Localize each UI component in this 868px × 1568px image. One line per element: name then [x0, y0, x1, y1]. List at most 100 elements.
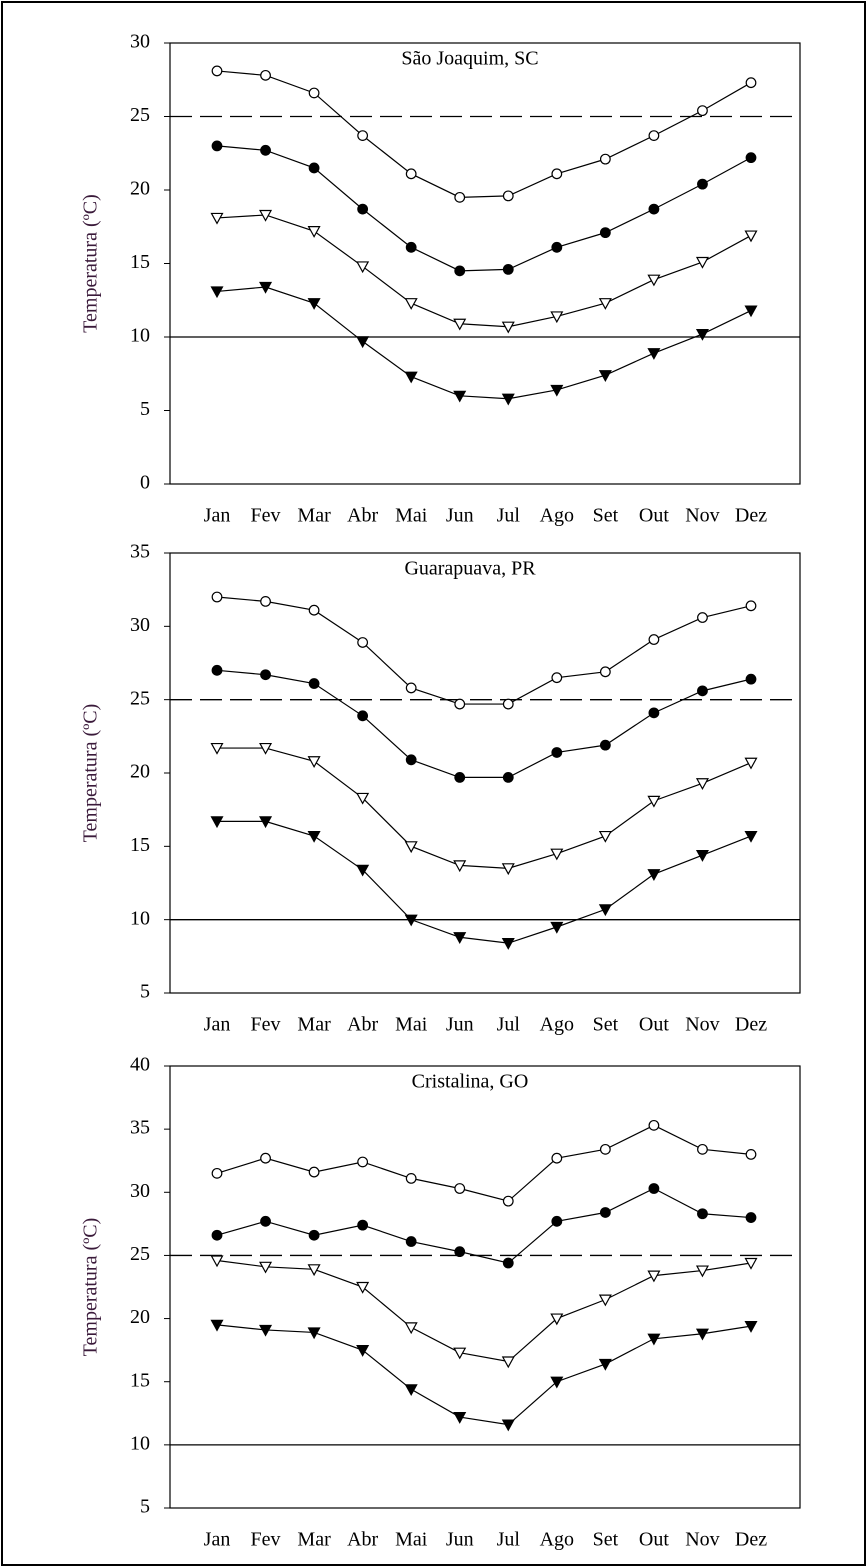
series-line	[216, 596, 752, 705]
marker	[404, 914, 418, 927]
marker	[745, 152, 757, 164]
marker	[744, 230, 758, 243]
marker	[598, 298, 612, 310]
x-tick-label: Mai	[395, 505, 428, 527]
marker	[502, 190, 514, 202]
marker	[695, 256, 709, 269]
x-tick-label: Out	[639, 1014, 669, 1036]
marker	[648, 203, 660, 215]
y-tick-label: 35	[130, 541, 150, 563]
marker	[744, 757, 758, 770]
panel-title: Guarapuava, PR	[404, 558, 536, 580]
marker	[599, 153, 611, 165]
series-line	[216, 1124, 752, 1202]
y-tick-label: 30	[130, 1180, 150, 1202]
series-line	[216, 145, 752, 272]
y-tick-label: 35	[130, 1117, 150, 1139]
marker	[260, 669, 271, 681]
marker	[308, 1166, 320, 1178]
marker	[405, 168, 417, 180]
marker	[599, 227, 611, 239]
marker	[501, 393, 515, 406]
marker	[550, 1313, 564, 1326]
marker	[648, 1183, 660, 1194]
marker	[599, 666, 611, 678]
series-line	[216, 1259, 752, 1363]
x-tick-label: Jun	[446, 1014, 474, 1036]
y-axis-label: Temperatura (ºC)	[80, 704, 102, 843]
marker	[259, 1261, 273, 1274]
x-tick-label: Abr	[347, 1529, 378, 1551]
x-tick-label: Ago	[540, 505, 574, 527]
marker	[550, 848, 564, 861]
marker	[599, 1143, 611, 1155]
marker	[405, 1236, 417, 1247]
marker	[356, 792, 370, 805]
marker	[210, 212, 224, 225]
marker	[308, 87, 320, 99]
marker	[695, 850, 709, 862]
marker	[211, 591, 223, 603]
marker	[648, 634, 660, 645]
marker	[502, 263, 514, 275]
y-tick-label: 10	[130, 1432, 150, 1454]
x-tick-label: Mai	[395, 1014, 428, 1036]
marker	[454, 191, 466, 203]
marker	[259, 281, 273, 294]
y-tick-label: 25	[130, 687, 150, 709]
y-tick-label: 10	[130, 325, 150, 347]
marker	[647, 348, 661, 360]
x-tick-label: Nov	[685, 1014, 719, 1036]
marker	[648, 1119, 660, 1131]
marker	[695, 778, 709, 791]
marker	[454, 1246, 466, 1258]
x-tick-label: Mai	[395, 1529, 428, 1551]
y-axis-label: Temperatura (ºC)	[80, 1218, 102, 1357]
plot-area	[169, 1065, 801, 1509]
marker	[453, 1411, 467, 1424]
y-tick-label: 20	[130, 761, 150, 783]
marker	[744, 1321, 758, 1333]
marker	[502, 1257, 514, 1269]
marker	[356, 1281, 370, 1294]
marker	[695, 1328, 709, 1341]
marker	[405, 1172, 417, 1184]
y-tick-label: 5	[140, 981, 150, 1003]
marker	[697, 1208, 708, 1220]
marker	[210, 742, 224, 755]
y-tick-label: 30	[130, 31, 150, 53]
x-tick-label: Jun	[446, 1529, 474, 1551]
marker	[308, 162, 320, 174]
series-line	[216, 214, 752, 328]
x-tick-label: Fev	[251, 505, 281, 527]
marker	[259, 816, 273, 829]
x-tick-label: Abr	[347, 505, 378, 527]
marker	[695, 328, 709, 341]
marker	[308, 604, 320, 616]
y-axis-label: Temperatura (ºC)	[80, 194, 102, 333]
y-tick-label: 20	[130, 178, 150, 200]
marker	[211, 664, 223, 676]
marker	[550, 384, 564, 397]
marker	[453, 390, 467, 403]
marker	[356, 261, 370, 274]
marker	[357, 637, 369, 648]
x-tick-label: Dez	[735, 1014, 767, 1036]
x-tick-label: Set	[593, 1014, 619, 1036]
marker	[260, 1152, 271, 1164]
y-tick-label: 15	[130, 251, 150, 273]
marker	[211, 65, 223, 77]
x-tick-label: Jun	[446, 505, 474, 527]
marker	[598, 904, 612, 917]
marker	[307, 226, 321, 238]
marker	[404, 841, 418, 854]
marker	[502, 772, 514, 783]
marker	[259, 742, 273, 755]
y-tick-label: 10	[130, 907, 150, 929]
marker	[356, 1345, 370, 1357]
marker	[357, 130, 369, 142]
marker	[404, 371, 418, 384]
series-line	[216, 1324, 752, 1426]
